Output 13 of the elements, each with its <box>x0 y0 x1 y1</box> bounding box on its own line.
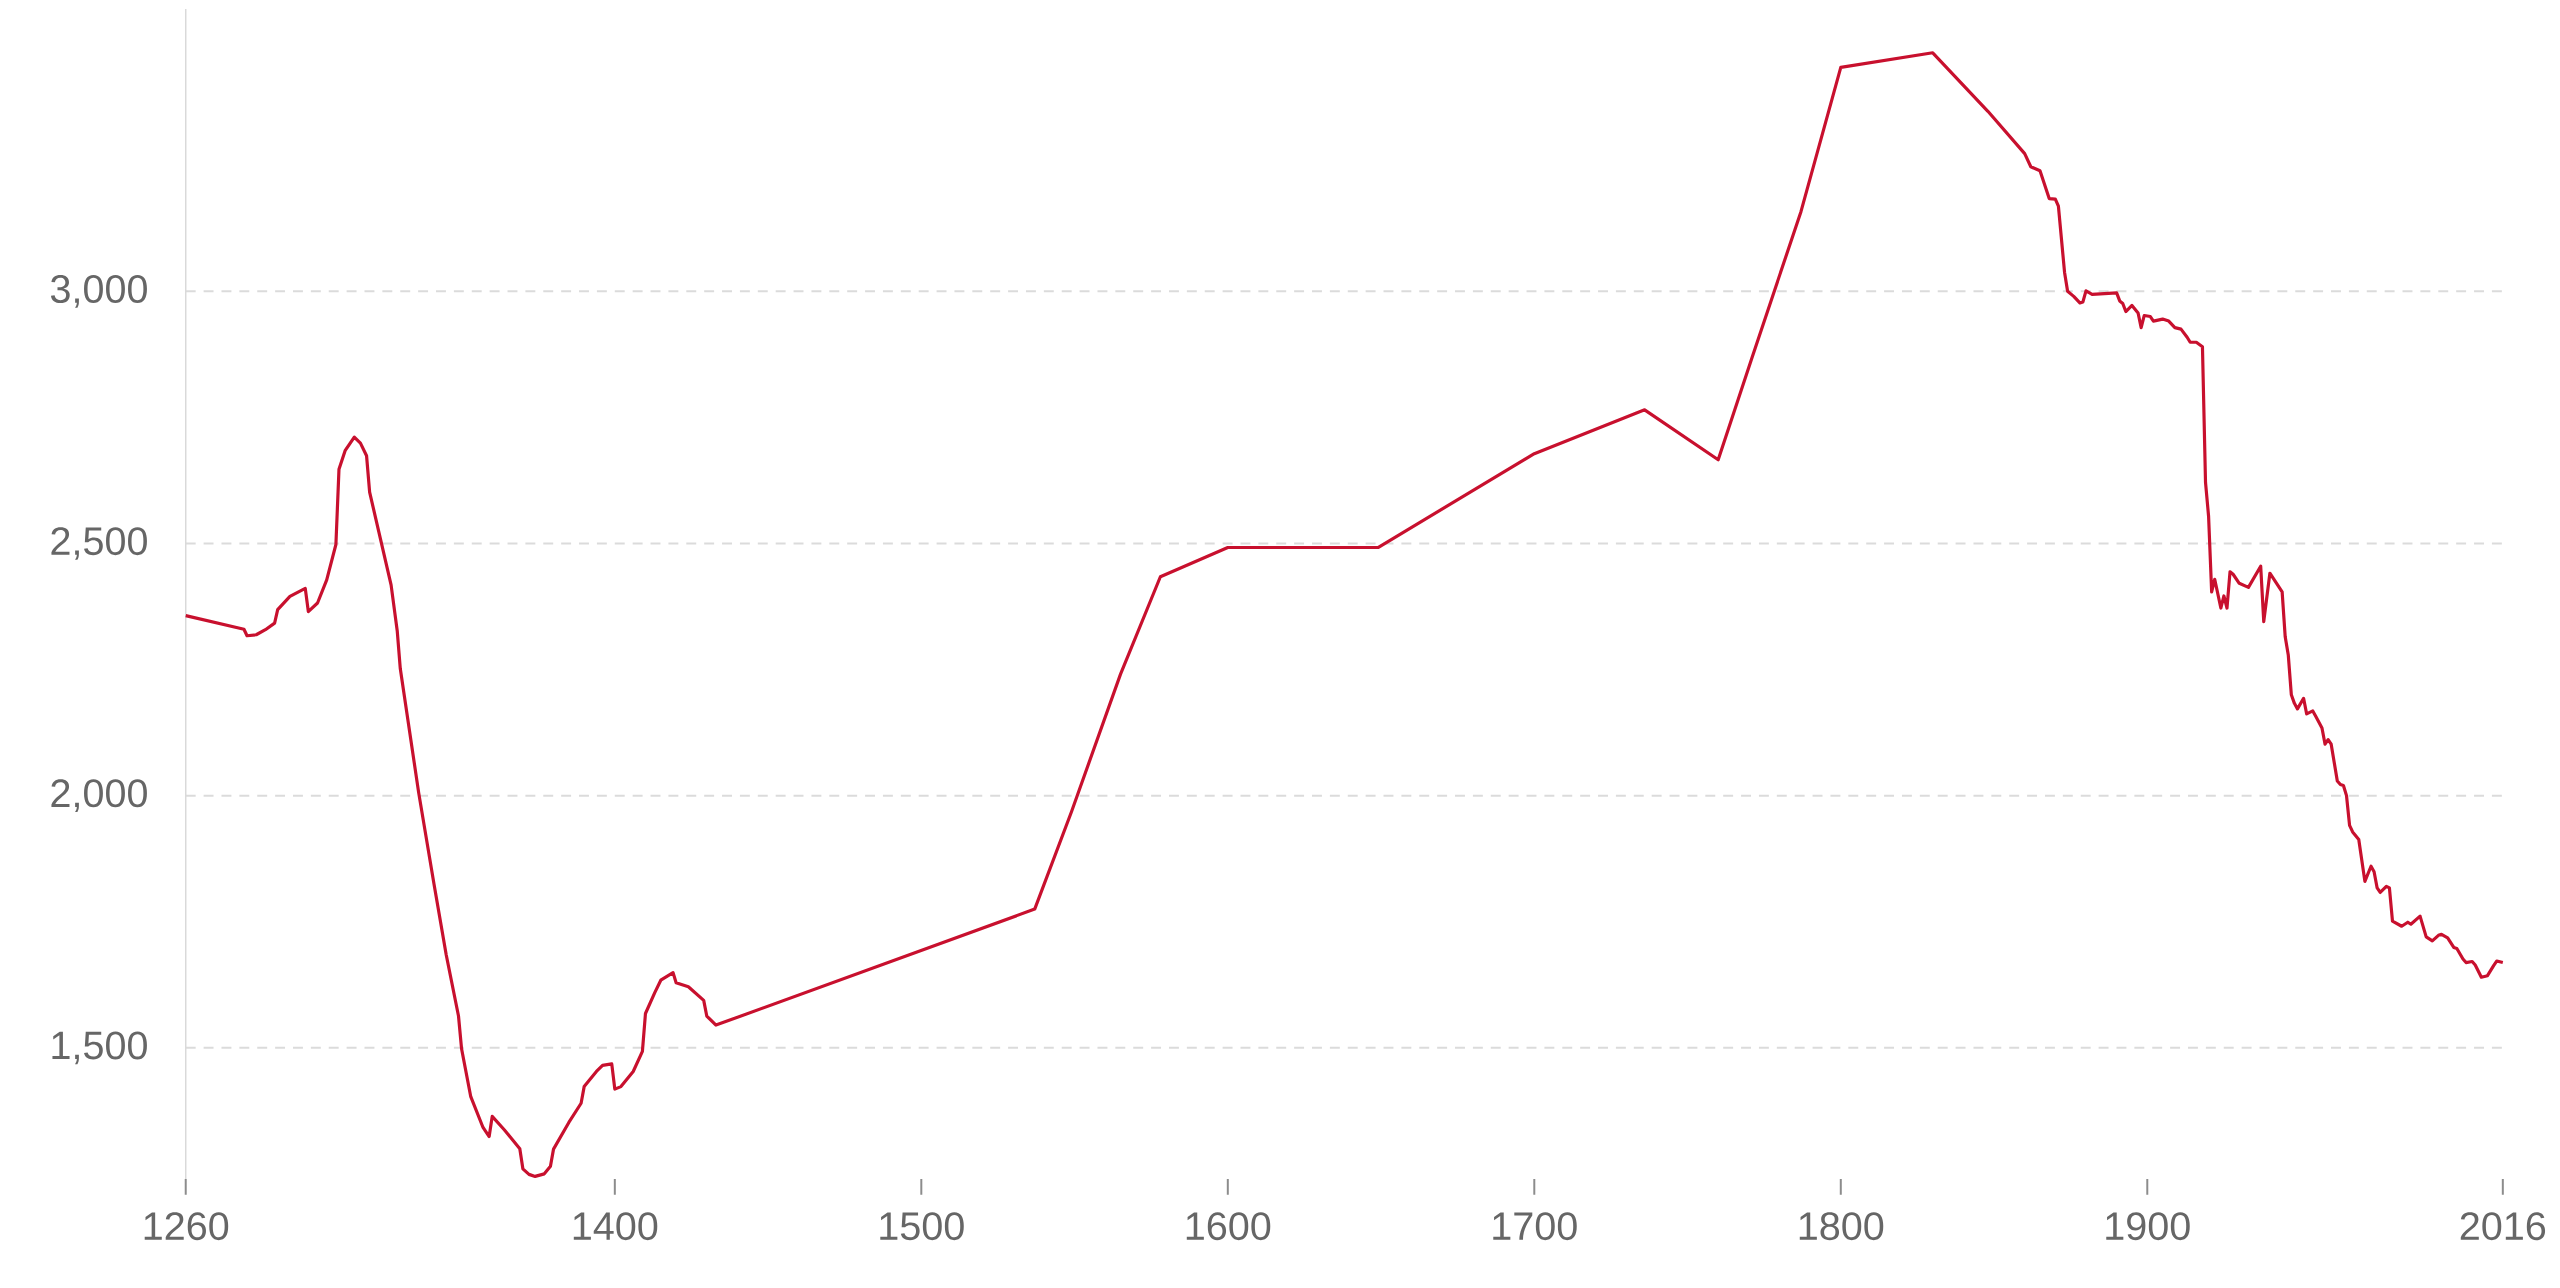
x-tick-label: 1900 <box>2106 1212 2190 1241</box>
y-tick-label: 2,500 <box>51 527 147 560</box>
y-tick-label: 3,000 <box>50 274 147 308</box>
x-tick-label: 1260 <box>144 1212 229 1241</box>
x-tick-label: 1600 <box>1186 1212 1271 1241</box>
x-tick-label: 1400 <box>573 1212 658 1241</box>
line-series <box>184 51 2505 1178</box>
x-tick-label: 1800 <box>1799 1212 1884 1241</box>
y-tick-label: 2,000 <box>51 779 147 812</box>
y-tick-label: 1,500 <box>52 1031 147 1065</box>
x-tick-label: 2016 <box>2460 1212 2546 1241</box>
x-tick-label: 1700 <box>1493 1212 1577 1241</box>
x-tick-label: 1500 <box>880 1212 964 1241</box>
